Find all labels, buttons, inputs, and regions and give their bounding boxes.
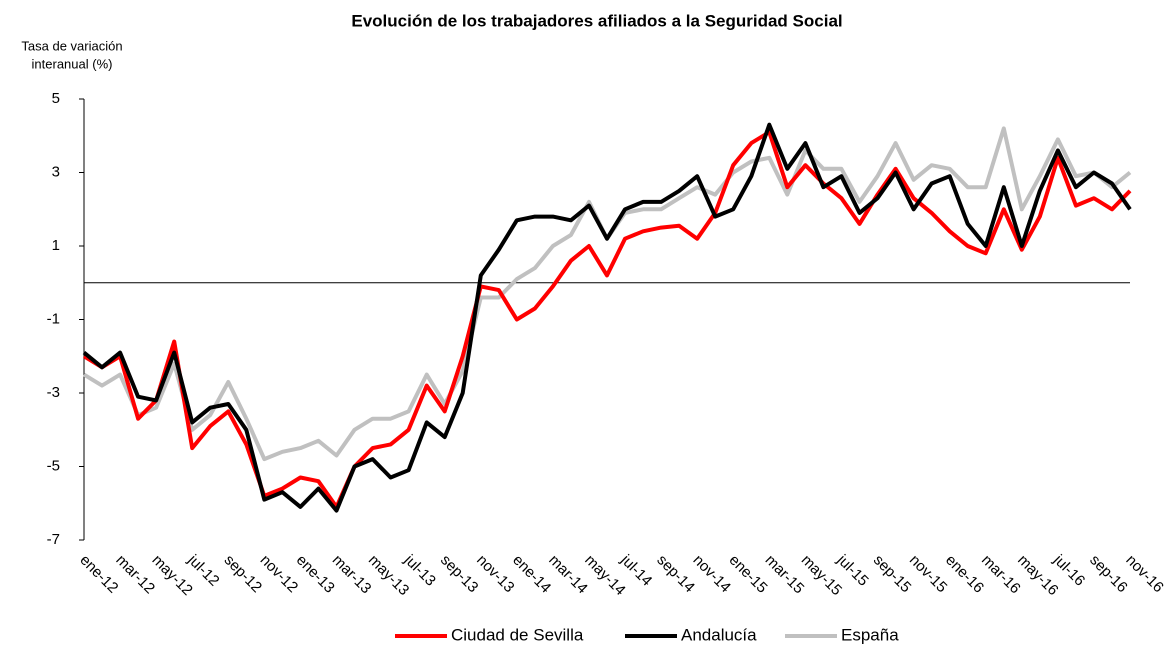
x-tick-label: ene-16: [942, 552, 987, 597]
x-tick-label: mar-16: [978, 552, 1024, 598]
x-tick-label: nov-13: [473, 552, 517, 596]
x-tick-label: nov-16: [1122, 552, 1166, 596]
x-tick-label: sep-12: [221, 552, 265, 596]
legend-label: Andalucía: [681, 625, 757, 644]
x-tick-label: ene-13: [293, 552, 338, 597]
x-tick-label: mar-12: [112, 552, 158, 598]
y-tick-label: -7: [47, 531, 60, 548]
y-tick-label: 5: [52, 90, 60, 107]
x-tick-label: sep-14: [653, 552, 697, 596]
series-line: [82, 122, 1132, 513]
y-tick-label: -1: [47, 310, 60, 327]
chart-title: Evolución de los trabajadores afiliados …: [351, 11, 842, 30]
x-tick-label: ene-14: [509, 552, 554, 597]
legend-label: España: [841, 625, 899, 644]
series-line: [82, 126, 1132, 462]
y-tick-label: -5: [47, 457, 60, 474]
y-tick-label: 3: [52, 163, 60, 180]
x-tick-label: sep-15: [870, 552, 914, 596]
x-tick-label: sep-16: [1086, 552, 1130, 596]
y-tick-label: 1: [52, 237, 60, 254]
legend-label: Ciudad de Sevilla: [451, 625, 584, 644]
x-tick-label: nov-12: [257, 552, 301, 596]
x-tick-label: ene-15: [726, 552, 771, 597]
x-tick-label: nov-14: [690, 552, 734, 596]
x-tick-label: mar-15: [762, 552, 808, 598]
y-tick-label: -3: [47, 384, 60, 401]
y-axis-label: Tasa de variación: [21, 38, 122, 53]
x-tick-label: sep-13: [437, 552, 481, 596]
x-tick-label: ene-12: [76, 552, 121, 597]
y-axis-label: interanual (%): [32, 56, 113, 71]
x-tick-label: nov-15: [906, 552, 950, 596]
x-tick-label: mar-13: [329, 552, 375, 598]
x-tick-label: mar-14: [545, 552, 591, 598]
